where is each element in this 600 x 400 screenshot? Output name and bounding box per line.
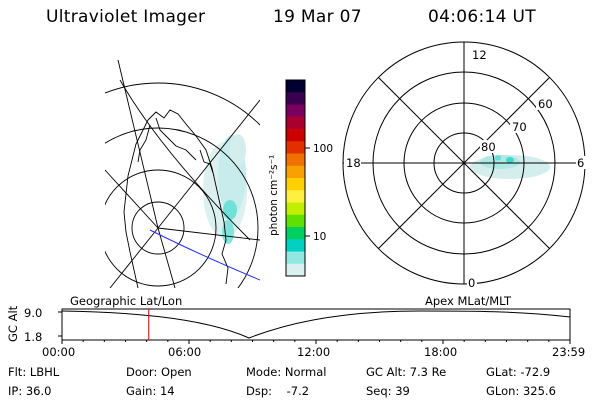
mlt-label-6: 6 xyxy=(577,156,584,170)
apex-label: Apex MLat/MLT xyxy=(425,294,512,308)
mlat-label-80: 80 xyxy=(481,140,496,154)
colorbar-cell xyxy=(286,214,305,228)
colorbar: 100 10 photon cm⁻²s⁻¹ xyxy=(268,79,333,277)
colorbar-unit: photon cm⁻²s⁻¹ xyxy=(268,155,280,236)
gain-info: Gain: 14 xyxy=(126,384,175,398)
altitude-timeline: 9.0 1.8 GC Alt Geographic Lat/Lon Apex M… xyxy=(6,294,571,344)
x-tick-1200: 12:00 xyxy=(297,345,331,359)
geographic-label: Geographic Lat/Lon xyxy=(70,294,182,308)
mlat-label-60: 60 xyxy=(538,97,553,111)
y-tick-9: 9.0 xyxy=(24,306,42,320)
geographic-projection xyxy=(105,59,260,288)
colorbar-cell xyxy=(286,190,305,203)
glon-info: GLon: 325.6 xyxy=(486,384,556,398)
colorbar-cell xyxy=(286,141,305,154)
polar-plot: 12 60 70 80 18 6 0 xyxy=(342,41,586,290)
mlat-label-70: 70 xyxy=(512,120,527,134)
timeline-frame xyxy=(61,308,571,341)
colorbar-cell xyxy=(286,165,305,179)
dsp-info: Dsp: -7.2 xyxy=(246,384,310,398)
instrument-title: Ultraviolet Imager xyxy=(46,7,206,27)
mode-info: Mode: Normal xyxy=(246,365,327,379)
colorbar-cell xyxy=(286,104,305,118)
colorbar-cell xyxy=(286,80,305,93)
mlt-label-0: 0 xyxy=(468,276,475,290)
colorbar-cell xyxy=(286,116,305,130)
colorbar-cell xyxy=(286,239,305,252)
time-label: 04:06:14 UT xyxy=(428,7,536,27)
timeline-y-label: GC Alt xyxy=(6,305,20,342)
x-tick-0000: 00:00 xyxy=(42,345,76,359)
colorbar-label-10: 10 xyxy=(313,231,326,243)
mlt-label-18: 18 xyxy=(346,156,361,170)
filter-info: Flt: LBHL xyxy=(8,365,60,379)
colorbar-cell xyxy=(286,202,305,216)
colorbar-cell xyxy=(286,129,305,142)
ip-info: IP: 36.0 xyxy=(8,384,52,398)
door-info: Door: Open xyxy=(126,365,192,379)
date-label: 19 Mar 07 xyxy=(273,7,362,27)
x-tick-2359: 23:59 xyxy=(552,345,586,359)
x-tick-1800: 18:00 xyxy=(424,345,458,359)
glat-info: GLat: -72.9 xyxy=(486,365,551,379)
colorbar-label-100: 100 xyxy=(313,143,333,155)
colorbar-cell xyxy=(286,227,305,240)
altitude-curve xyxy=(61,310,571,339)
coastline xyxy=(123,109,229,288)
mlt-line-diag-2 xyxy=(378,77,550,249)
aurora-emission-polar xyxy=(470,155,550,179)
y-tick-1-8: 1.8 xyxy=(24,330,42,344)
seq-info: Seq: 39 xyxy=(366,384,410,398)
colorbar-cell xyxy=(286,178,305,191)
colorbar-cell xyxy=(286,251,305,265)
colorbar-cell xyxy=(286,92,305,105)
colorbar-cell xyxy=(286,263,305,277)
x-tick-0600: 06:00 xyxy=(168,345,202,359)
gc-alt-info: GC Alt: 7.3 Re xyxy=(366,365,447,379)
colorbar-cell xyxy=(286,153,305,167)
mlt-label-12: 12 xyxy=(472,48,487,62)
satellite-ground-track xyxy=(149,229,260,281)
